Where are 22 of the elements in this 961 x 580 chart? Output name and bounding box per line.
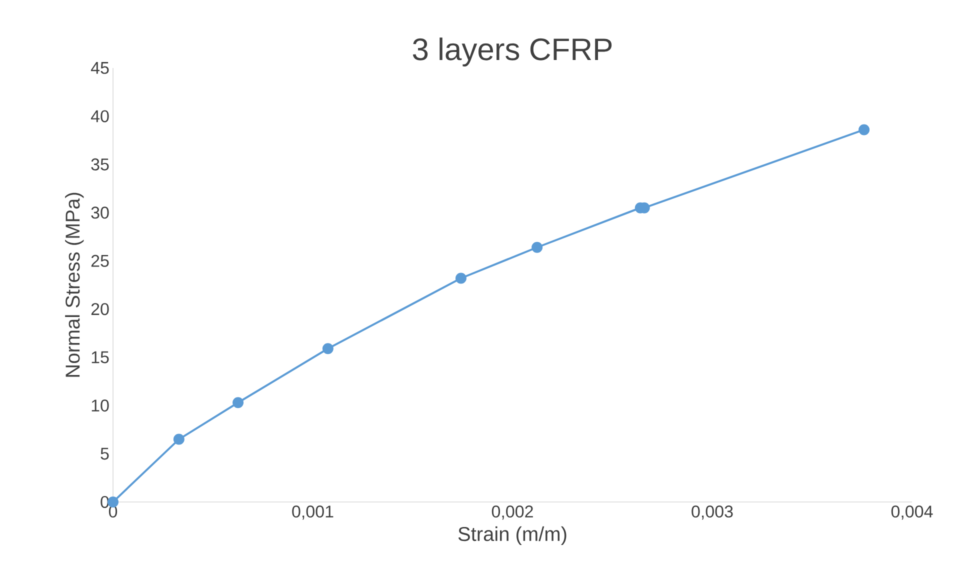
point [232, 397, 244, 408]
y-tick-label: 25 [91, 254, 109, 267]
y-tick-label: 20 [91, 303, 109, 316]
y-tick-label: 15 [92, 351, 109, 364]
point [455, 272, 466, 284]
x-tick-label: 0,003 [692, 506, 733, 520]
x-tick-label: 0,001 [292, 506, 334, 520]
y-tick-label: 40 [90, 110, 109, 122]
y-tick-label: 35 [91, 158, 109, 170]
x-axis-title: Strain (m/m) [458, 526, 566, 546]
y-tick-label: 10 [92, 400, 109, 412]
point [532, 242, 543, 253]
chart-title: 3 layers CFRP [412, 38, 612, 66]
y-tick-label: 5 [100, 448, 109, 460]
x-tick-label: 0,002 [492, 506, 533, 520]
point [858, 124, 870, 136]
point [322, 343, 334, 354]
y-tick-label: 45 [90, 62, 109, 74]
point [173, 434, 184, 445]
x-tick-label: 0,004 [891, 506, 933, 520]
y-tick-label: 30 [91, 206, 109, 219]
y-axis-title: Normal Stress (MPa) [65, 192, 84, 377]
